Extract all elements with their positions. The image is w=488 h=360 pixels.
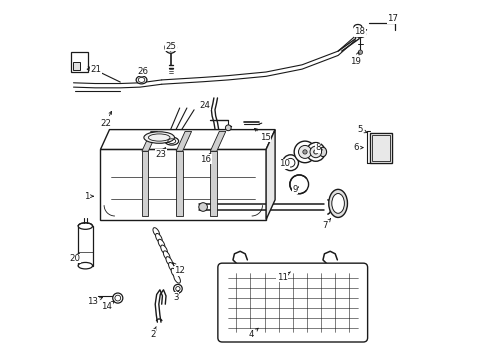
- Ellipse shape: [136, 76, 146, 84]
- Polygon shape: [101, 130, 275, 149]
- Ellipse shape: [137, 77, 146, 83]
- Circle shape: [358, 50, 362, 54]
- Circle shape: [294, 141, 315, 163]
- Polygon shape: [142, 151, 148, 216]
- Text: 26: 26: [137, 67, 148, 76]
- Ellipse shape: [163, 251, 170, 260]
- Ellipse shape: [168, 262, 175, 271]
- Circle shape: [289, 175, 308, 194]
- Ellipse shape: [319, 147, 326, 157]
- Ellipse shape: [164, 137, 178, 145]
- Text: 3: 3: [173, 291, 179, 302]
- Ellipse shape: [78, 262, 92, 269]
- Polygon shape: [265, 130, 275, 220]
- Ellipse shape: [328, 189, 347, 217]
- Circle shape: [313, 150, 317, 154]
- Text: 21: 21: [87, 65, 102, 74]
- Bar: [71, 52, 88, 72]
- Text: 12: 12: [173, 263, 185, 275]
- FancyBboxPatch shape: [218, 263, 367, 342]
- Bar: [369, 133, 391, 163]
- Ellipse shape: [153, 228, 159, 237]
- Circle shape: [298, 145, 311, 158]
- Circle shape: [306, 143, 325, 161]
- Circle shape: [164, 42, 176, 53]
- Bar: [78, 226, 92, 266]
- Circle shape: [199, 203, 207, 211]
- Circle shape: [173, 284, 182, 293]
- Bar: [199, 204, 323, 210]
- Text: 7: 7: [322, 219, 330, 230]
- Polygon shape: [142, 131, 157, 151]
- Text: 10: 10: [278, 159, 289, 168]
- Polygon shape: [176, 151, 182, 216]
- Circle shape: [282, 155, 298, 171]
- Circle shape: [302, 150, 306, 154]
- Bar: [73, 62, 80, 70]
- Ellipse shape: [161, 245, 167, 254]
- Text: 13: 13: [87, 297, 102, 306]
- Ellipse shape: [158, 239, 164, 248]
- Text: 5: 5: [356, 125, 366, 134]
- Text: 24: 24: [199, 100, 210, 109]
- Polygon shape: [101, 149, 265, 220]
- Text: 15: 15: [254, 129, 270, 142]
- Ellipse shape: [331, 194, 344, 213]
- Text: 20: 20: [69, 253, 80, 263]
- Text: 17: 17: [386, 14, 398, 23]
- Text: 2: 2: [150, 327, 156, 338]
- Text: 18: 18: [353, 27, 366, 36]
- Ellipse shape: [143, 132, 174, 143]
- Circle shape: [309, 146, 321, 158]
- Text: 9: 9: [292, 184, 298, 194]
- Text: 1: 1: [84, 192, 93, 201]
- Ellipse shape: [173, 274, 180, 283]
- Text: 11: 11: [276, 272, 290, 282]
- Text: 23: 23: [155, 148, 166, 158]
- Ellipse shape: [353, 24, 361, 30]
- Polygon shape: [176, 131, 191, 151]
- Ellipse shape: [165, 257, 172, 266]
- Circle shape: [225, 125, 231, 131]
- Ellipse shape: [78, 223, 92, 229]
- Circle shape: [113, 293, 122, 303]
- Bar: [371, 135, 389, 161]
- Text: 25: 25: [165, 41, 176, 51]
- Text: 4: 4: [248, 328, 258, 338]
- Polygon shape: [210, 131, 225, 151]
- Text: 19: 19: [349, 52, 360, 66]
- Ellipse shape: [355, 31, 365, 37]
- Ellipse shape: [171, 268, 178, 277]
- Polygon shape: [210, 151, 216, 216]
- Text: 8: 8: [315, 143, 322, 152]
- Text: 6: 6: [353, 143, 363, 152]
- Ellipse shape: [155, 233, 162, 243]
- Text: 22: 22: [100, 111, 111, 127]
- Text: 16: 16: [200, 154, 211, 163]
- Text: 14: 14: [102, 301, 114, 311]
